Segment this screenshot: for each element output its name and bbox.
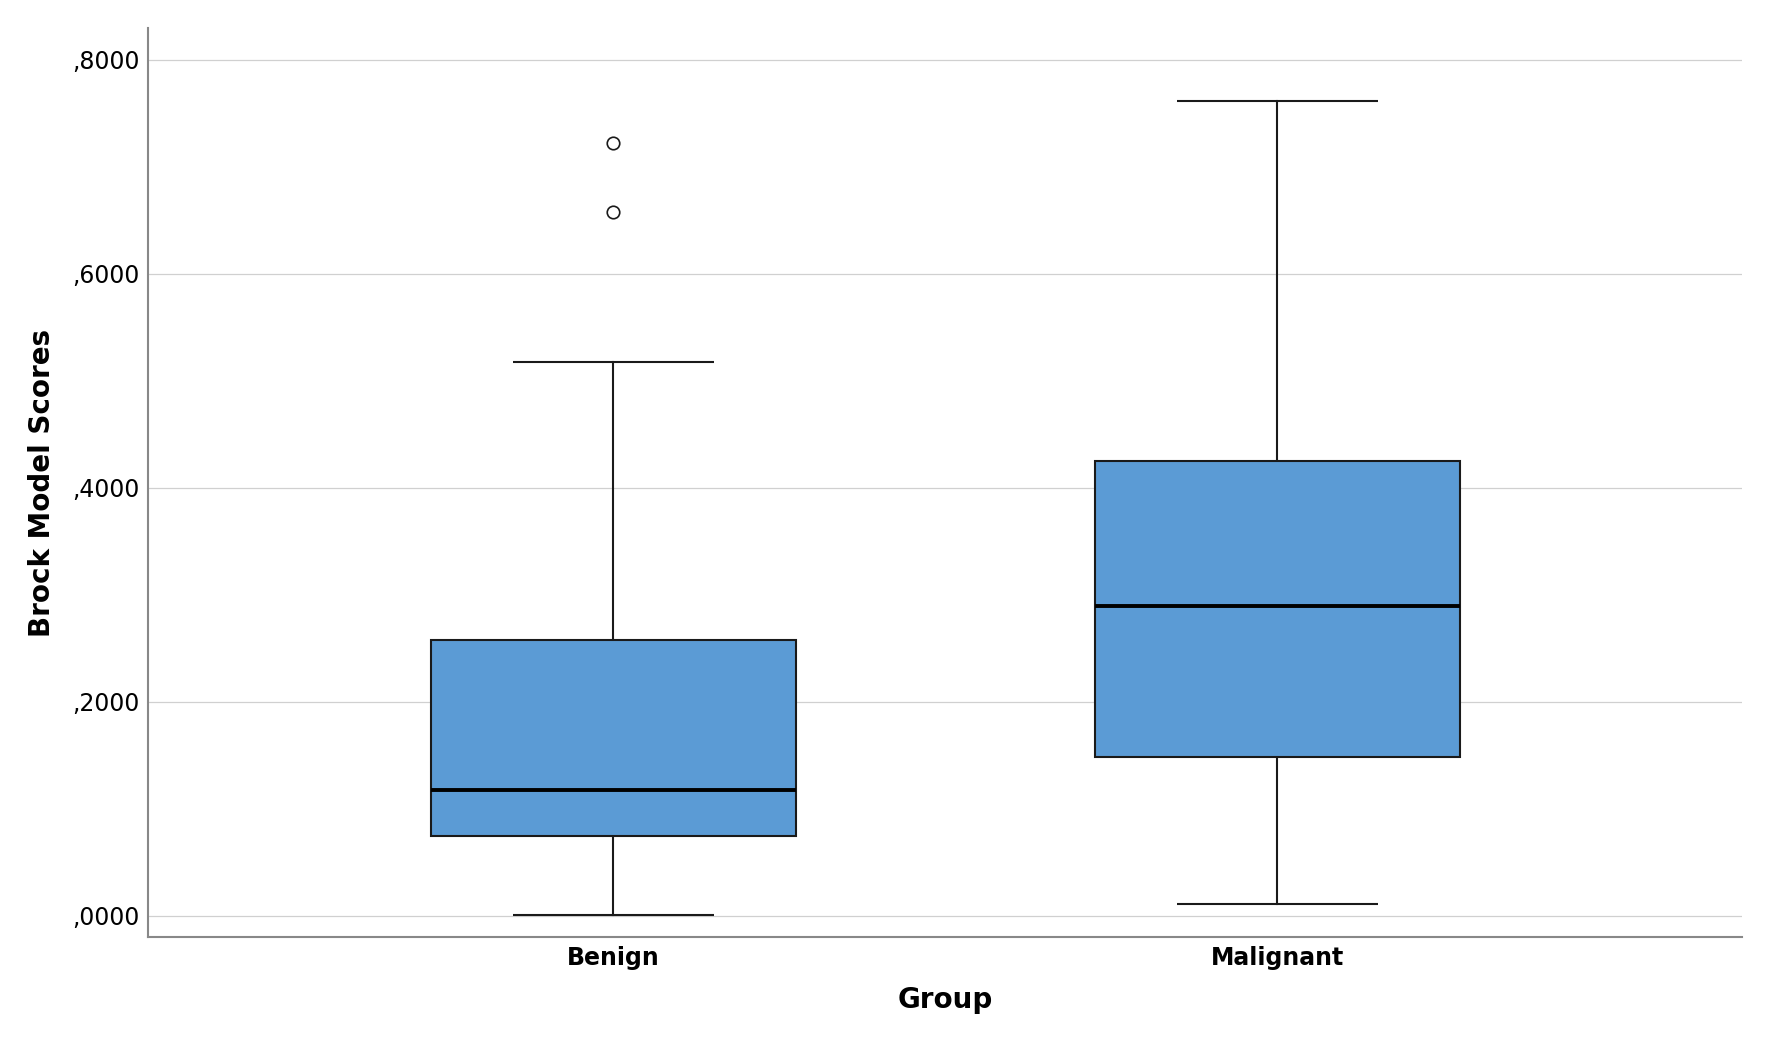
Bar	[430, 640, 796, 836]
Bar	[1094, 462, 1460, 758]
Y-axis label: Brock Model Scores: Brock Model Scores	[28, 328, 57, 637]
X-axis label: Group: Group	[897, 986, 993, 1014]
